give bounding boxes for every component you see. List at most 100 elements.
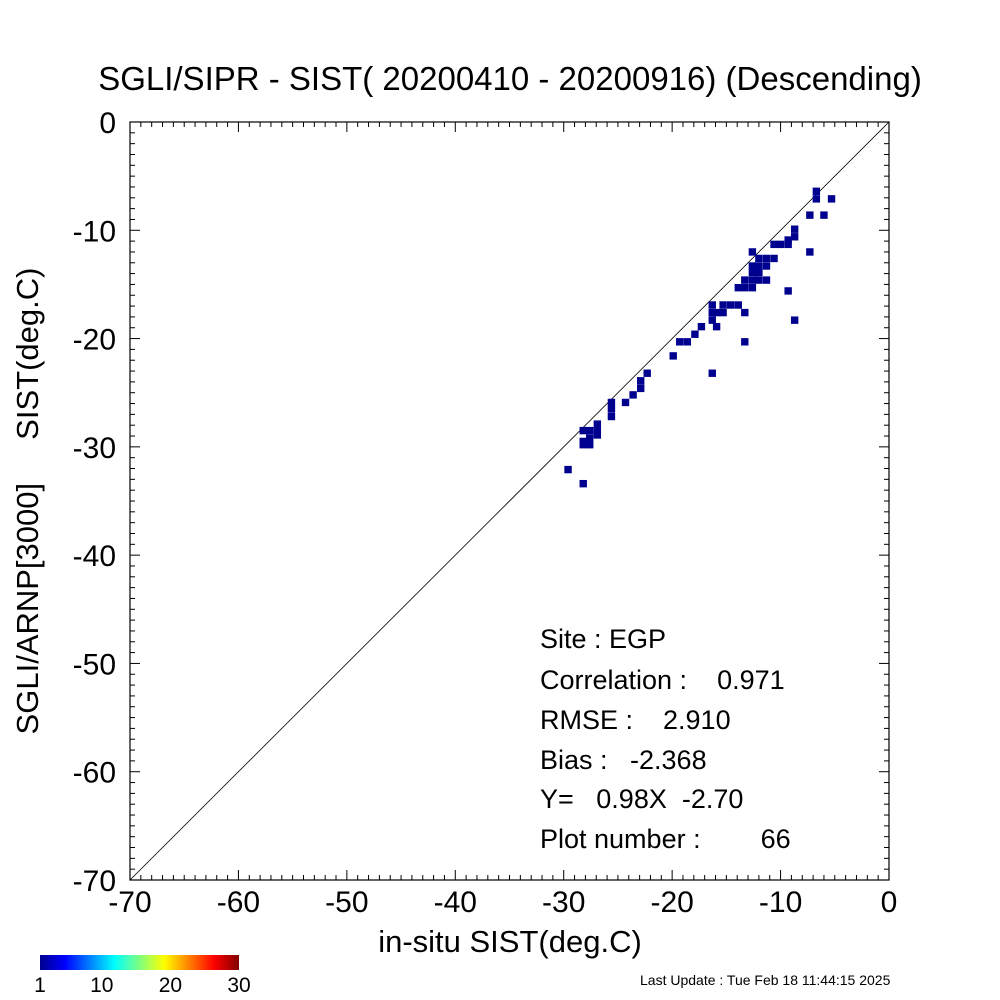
last-update: Last Update : Tue Feb 18 11:44:15 2025 xyxy=(640,972,891,988)
data-point xyxy=(748,276,757,284)
one-to-one-line xyxy=(129,121,890,881)
data-point xyxy=(748,268,757,277)
data-points xyxy=(564,187,836,488)
x-tick-label: -50 xyxy=(325,886,368,919)
data-point xyxy=(741,283,749,292)
data-point xyxy=(586,434,594,442)
data-point xyxy=(755,276,763,284)
colorbar-tick-label: 30 xyxy=(227,974,250,997)
colorbar-labels: 1 10 20 30 xyxy=(34,974,251,997)
data-point xyxy=(812,195,821,203)
x-tick-label: 0 xyxy=(881,886,898,919)
data-point xyxy=(683,338,692,346)
data-point xyxy=(708,316,716,324)
data-point xyxy=(762,262,771,270)
data-point xyxy=(629,391,637,399)
data-point xyxy=(806,211,814,219)
data-point xyxy=(708,308,716,317)
stats-site: Site : EGP xyxy=(540,624,666,654)
colorbar-tick-label: 10 xyxy=(90,974,113,997)
data-point xyxy=(784,240,792,249)
data-point xyxy=(643,369,651,377)
data-point xyxy=(579,440,587,449)
y-tick-label: -40 xyxy=(73,540,116,573)
y-tick-label: -20 xyxy=(73,324,116,357)
stats-correlation: Correlation : 0.971 xyxy=(540,665,785,695)
data-point xyxy=(691,330,699,338)
y-axis-label: SGLI/ARNP[3000] SIST(deg.C) xyxy=(10,268,45,735)
data-point xyxy=(579,479,587,488)
data-point xyxy=(708,301,716,309)
data-point xyxy=(593,426,602,435)
data-point xyxy=(820,211,828,219)
data-point xyxy=(806,248,814,256)
minor-ticks xyxy=(130,122,889,880)
data-point xyxy=(741,308,749,317)
data-point xyxy=(636,384,645,393)
data-point xyxy=(776,240,785,249)
major-ticks xyxy=(129,121,890,881)
y-tick-label: -10 xyxy=(73,215,116,248)
x-tick-label: -60 xyxy=(217,886,260,919)
data-point xyxy=(748,283,757,292)
data-point xyxy=(586,426,594,435)
stats-bias: Bias : -2.368 xyxy=(540,745,707,775)
stats-plot-number: Plot number : 66 xyxy=(540,824,791,854)
data-point xyxy=(755,268,763,277)
data-point xyxy=(784,287,792,295)
stats-fit: Y= 0.98X -2.70 xyxy=(540,784,743,814)
data-point xyxy=(579,426,587,435)
data-point xyxy=(741,338,749,346)
data-point xyxy=(748,262,757,270)
data-point xyxy=(607,405,616,413)
data-point xyxy=(755,254,763,263)
data-point xyxy=(827,195,836,203)
data-point xyxy=(790,233,799,241)
stats-rmse: RMSE : 2.910 xyxy=(540,705,731,735)
y-tick-label: -60 xyxy=(73,757,116,790)
colorbar xyxy=(40,955,239,970)
data-point xyxy=(564,465,572,474)
data-point xyxy=(790,316,799,324)
chart-title: SGLI/SIPR - SIST( 20200410 - 20200916) (… xyxy=(98,60,922,97)
x-tick-labels: -70 -60 -50 -40 -30 -20 -10 0 xyxy=(108,886,897,919)
data-point xyxy=(770,240,778,249)
y-tick-label: -50 xyxy=(73,648,116,681)
data-point xyxy=(697,322,706,331)
data-point xyxy=(636,377,645,385)
data-point xyxy=(607,398,616,407)
data-point xyxy=(607,412,616,421)
data-point xyxy=(784,236,792,244)
data-point xyxy=(726,301,735,309)
data-point xyxy=(712,308,721,317)
data-point xyxy=(593,431,602,439)
data-point xyxy=(719,301,727,309)
x-tick-label: -20 xyxy=(650,886,693,919)
data-point xyxy=(770,254,778,263)
x-tick-label: -70 xyxy=(108,886,151,919)
data-point xyxy=(762,254,771,263)
colorbar-tick-label: 20 xyxy=(159,974,182,997)
data-point xyxy=(762,276,771,284)
data-point xyxy=(621,398,630,407)
data-point xyxy=(790,225,799,233)
y-tick-label: -70 xyxy=(73,865,116,898)
data-point xyxy=(586,440,594,449)
data-point xyxy=(719,308,727,317)
data-point xyxy=(593,420,602,428)
data-point xyxy=(748,248,757,256)
x-tick-label: -30 xyxy=(542,886,585,919)
y-tick-labels: -70 -60 -50 -40 -30 -20 -10 0 xyxy=(73,107,116,898)
data-point xyxy=(708,369,716,377)
colorbar-tick-label: 1 xyxy=(34,974,46,997)
data-point xyxy=(712,322,721,331)
data-point xyxy=(812,187,821,196)
y-tick-label: -30 xyxy=(73,432,116,465)
data-point xyxy=(669,352,677,360)
y-tick-label: 0 xyxy=(99,107,116,140)
data-point xyxy=(734,283,742,292)
data-point xyxy=(755,262,763,270)
data-point xyxy=(676,338,684,346)
x-tick-label: -10 xyxy=(759,886,802,919)
